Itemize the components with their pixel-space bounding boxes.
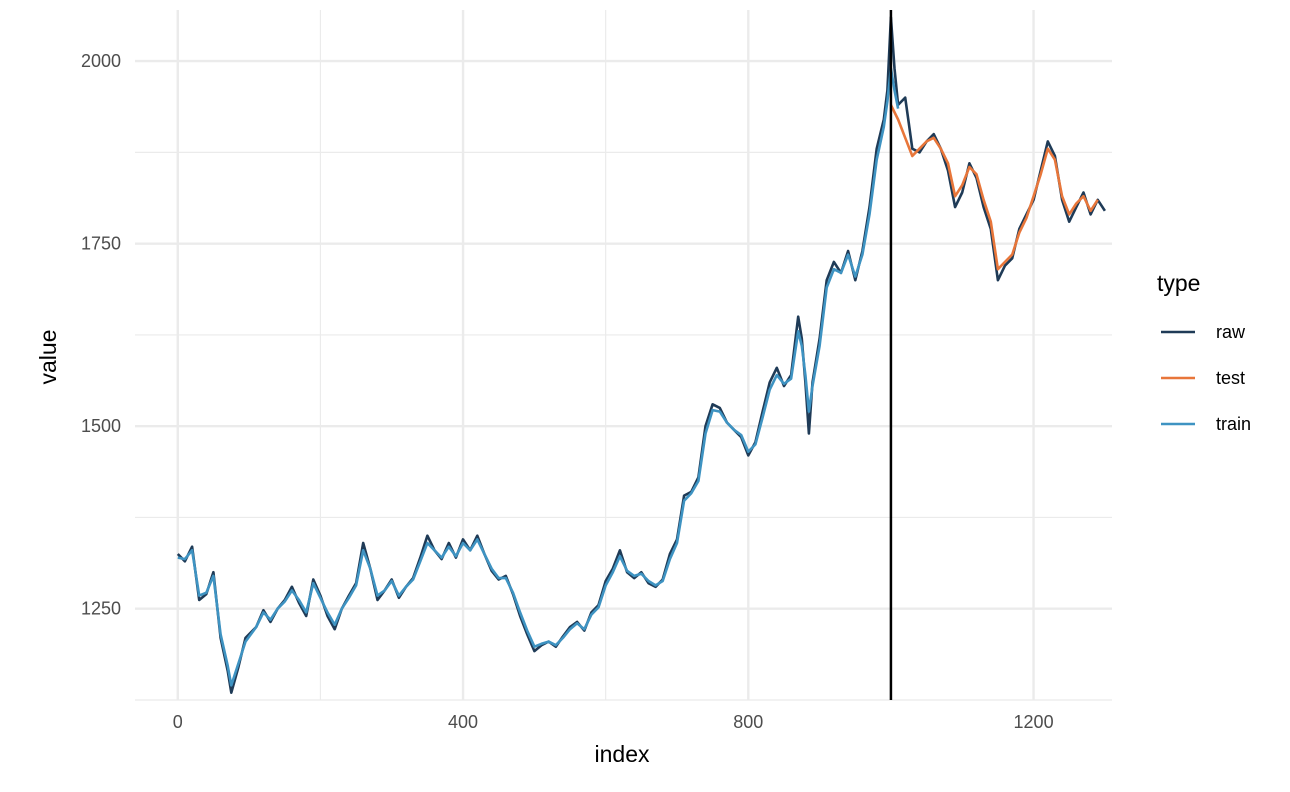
series-layer — [176, 16, 1106, 694]
y-tick-label: 1250 — [81, 599, 121, 619]
x-tick-label: 1200 — [1014, 712, 1054, 732]
y-axis-title: value — [35, 330, 61, 385]
x-tick-label: 0 — [173, 712, 183, 732]
y-axis-ticks: 1250 1500 1750 2000 — [81, 51, 121, 619]
legend-items: raw test train — [1161, 322, 1251, 434]
y-tick-label: 2000 — [81, 51, 121, 71]
major-gridlines — [135, 10, 1112, 700]
y-tick-label: 1500 — [81, 416, 121, 436]
legend-title: type — [1157, 270, 1200, 296]
series-line-train — [177, 67, 900, 687]
x-tick-label: 400 — [448, 712, 478, 732]
legend-label-train: train — [1216, 414, 1251, 434]
legend-label-raw: raw — [1216, 322, 1246, 342]
legend: type raw test train — [1157, 270, 1251, 434]
x-axis-ticks: 0 400 800 1200 — [173, 712, 1054, 732]
minor-gridlines — [135, 10, 1112, 701]
legend-label-test: test — [1216, 368, 1245, 388]
x-axis-title: index — [595, 741, 650, 767]
x-tick-label: 800 — [733, 712, 763, 732]
y-tick-label: 1750 — [81, 234, 121, 254]
series-line-test — [889, 104, 1099, 271]
